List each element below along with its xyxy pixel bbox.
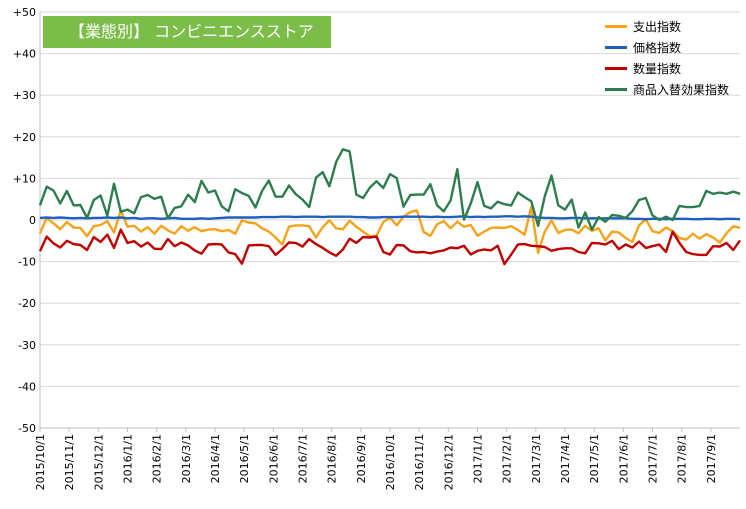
x-tick-label: 2017/7/1 [647,434,660,483]
x-tick-label: 2016/5/1 [238,434,251,483]
series-line-2 [38,228,741,266]
y-tick-label: 0 [29,214,36,227]
chart-title: 【業態別】 コンビニエンスストア [43,16,331,48]
y-tick-label: +50 [13,6,36,19]
x-tick-label: 2015/10/1 [34,434,47,490]
x-tick-label: 2016/3/1 [180,434,193,483]
legend-swatch [605,46,627,49]
x-axis: 2015/10/1 2015/11/1 2015/12/1 2016/1/1 2016/… [34,12,740,490]
y-tick-label: +30 [13,89,36,102]
y-tick-label: -50 [18,422,36,435]
x-tick-label: 2017/2/1 [501,434,514,483]
legend-label: 価格指数 [633,41,682,55]
x-tick-label: 2017/8/1 [676,434,689,483]
x-tick-label: 2015/11/1 [63,434,76,490]
x-tick-label: 2016/1/1 [122,434,135,483]
series-line-3 [38,148,741,231]
x-tick-label: 2016/6/1 [267,434,280,483]
y-tick-label: +10 [13,172,36,185]
x-tick-label: 2017/6/1 [617,434,630,483]
x-tick-label: 2016/9/1 [355,434,368,483]
x-tick-label: 2017/3/1 [530,434,543,483]
legend-swatch [605,88,627,91]
chart-legend: 支出指数価格指数数量指数商品入替効果指数 [605,16,729,100]
legend-item: 数量指数 [605,58,729,79]
legend-label: 数量指数 [633,62,682,76]
legend-label: 支出指数 [633,20,682,34]
legend-swatch [605,67,627,70]
x-tick-label: 2016/4/1 [209,434,222,483]
y-tick-label: -40 [18,380,36,393]
y-axis-tick-labels: +50 +40 +30 +20 +10 0 -10 -20 -30 -40 -50 [13,6,36,435]
x-tick-label: 2017/9/1 [705,434,718,483]
x-tick-label: 2017/4/1 [559,434,572,483]
x-tick-label: 2017/1/1 [472,434,485,483]
legend-label: 商品入替効果指数 [633,83,730,97]
y-tick-label: -20 [18,297,36,310]
x-tick-label: 2016/12/1 [442,434,455,490]
y-tick-label: +40 [13,48,36,61]
y-tick-label: -10 [18,256,36,269]
y-tick-label: -30 [18,339,36,352]
x-tick-label: 2016/2/1 [151,434,164,483]
x-tick-label: 2015/12/1 [92,434,105,490]
y-tick-label: +20 [13,131,36,144]
x-tick-label: 2016/11/1 [413,434,426,490]
x-tick-label: 2016/7/1 [297,434,310,483]
series-lines [38,148,741,266]
legend-item: 支出指数 [605,16,729,37]
legend-swatch [605,25,627,28]
x-tick-label: 2016/8/1 [326,434,339,483]
x-tick-label: 2016/10/1 [384,434,397,490]
legend-item: 商品入替効果指数 [605,79,729,100]
legend-item: 価格指数 [605,37,729,58]
x-tick-label: 2017/5/1 [588,434,601,483]
